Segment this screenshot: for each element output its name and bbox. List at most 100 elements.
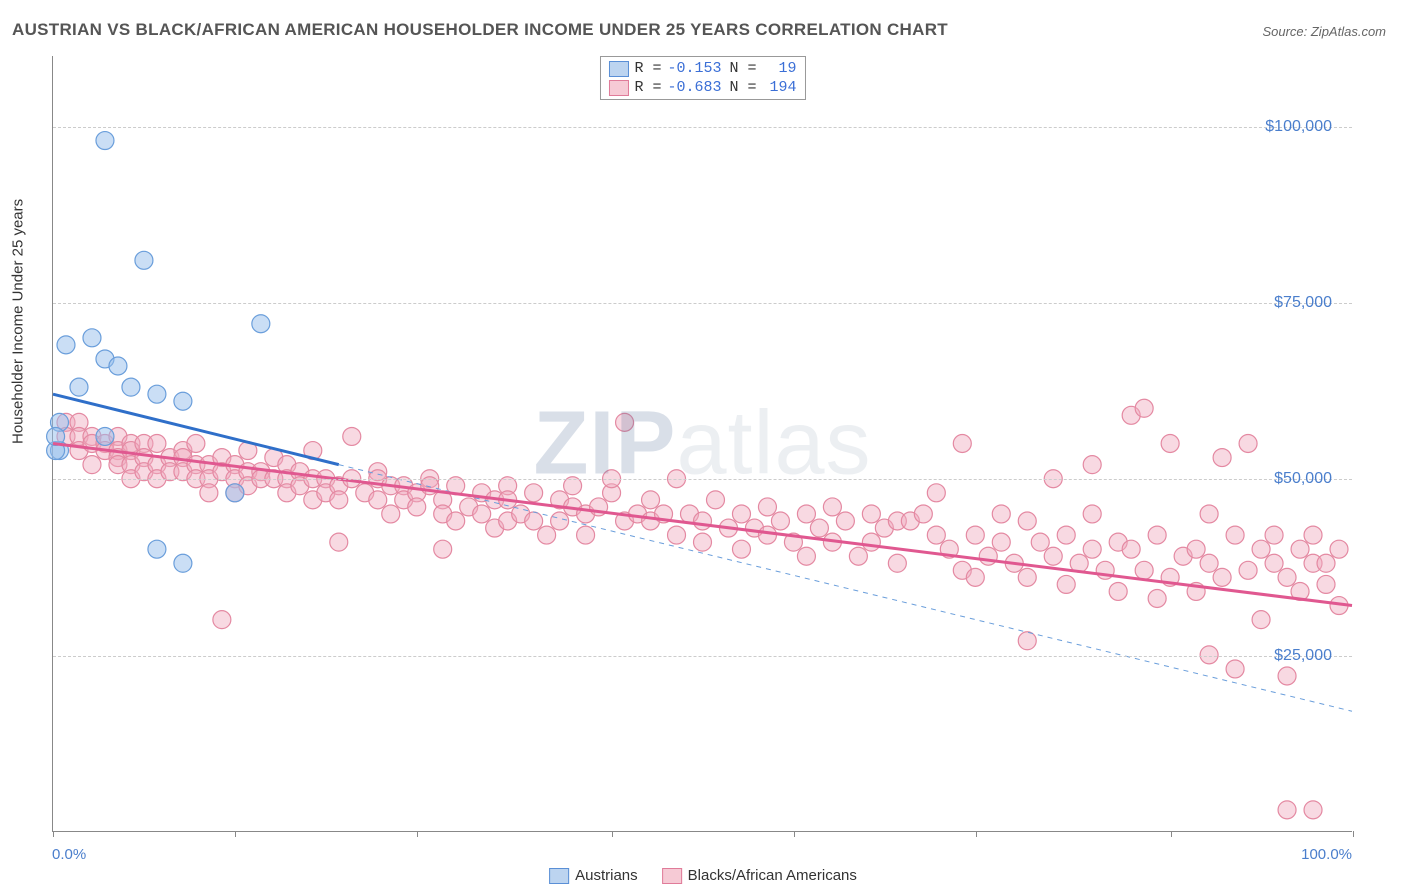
x-axis-start-label: 0.0% [52, 846, 86, 863]
scatter-point [992, 533, 1010, 551]
scatter-point [849, 547, 867, 565]
n-label: N = [730, 79, 757, 96]
legend-row: R = -0.153 N = 19 [608, 59, 796, 78]
scatter-point [979, 547, 997, 565]
chart-title: AUSTRIAN VS BLACK/AFRICAN AMERICAN HOUSE… [12, 20, 948, 40]
scatter-point [252, 315, 270, 333]
y-axis-title: Householder Income Under 25 years [10, 199, 27, 444]
legend-swatch-icon [662, 868, 682, 884]
scatter-point [1109, 582, 1127, 600]
scatter-point [96, 427, 114, 445]
scatter-point [1083, 456, 1101, 474]
n-value: 194 [763, 79, 797, 96]
scatter-point [1213, 449, 1231, 467]
scatter-point [1278, 801, 1296, 819]
scatter-point [1330, 540, 1348, 558]
scatter-point [174, 392, 192, 410]
y-tick-label: $50,000 [1274, 470, 1332, 488]
scatter-point [473, 505, 491, 523]
scatter-point [1018, 632, 1036, 650]
scatter-point [551, 512, 569, 530]
scatter-point [1304, 526, 1322, 544]
scatter-point [330, 533, 348, 551]
scatter-point [1135, 561, 1153, 579]
scatter-point [694, 533, 712, 551]
scatter-point [1239, 561, 1257, 579]
grid-line [53, 303, 1352, 304]
grid-line [53, 479, 1352, 480]
y-tick-label: $25,000 [1274, 647, 1332, 665]
scatter-point [1239, 435, 1257, 453]
scatter-point [200, 484, 218, 502]
r-value: -0.153 [668, 60, 724, 77]
scatter-point [1057, 526, 1075, 544]
scatter-point [927, 484, 945, 502]
scatter-point [109, 357, 127, 375]
scatter-point [888, 554, 906, 572]
scatter-point [83, 456, 101, 474]
r-label: R = [634, 79, 661, 96]
x-tick [612, 831, 613, 837]
scatter-point [135, 251, 153, 269]
x-tick [235, 831, 236, 837]
series-legend: Austrians Blacks/African Americans [549, 867, 857, 884]
scatter-point [1135, 399, 1153, 417]
scatter-point [1226, 660, 1244, 678]
legend-item: Blacks/African Americans [662, 867, 857, 884]
x-axis-end-label: 100.0% [1301, 846, 1352, 863]
scatter-point [96, 132, 114, 150]
scatter-point [70, 378, 88, 396]
x-tick [53, 831, 54, 837]
scatter-point [953, 435, 971, 453]
scatter-point [1278, 568, 1296, 586]
scatter-point [83, 329, 101, 347]
scatter-point [771, 512, 789, 530]
scatter-point [758, 498, 776, 516]
scatter-point [434, 540, 452, 558]
scatter-point [1317, 575, 1335, 593]
legend-swatch-icon [608, 80, 628, 96]
scatter-point [1031, 533, 1049, 551]
x-tick [1353, 831, 1354, 837]
scatter-point [810, 519, 828, 537]
grid-line [53, 656, 1352, 657]
scatter-point [797, 505, 815, 523]
scatter-point [122, 378, 140, 396]
scatter-point [1057, 575, 1075, 593]
scatter-point [642, 491, 660, 509]
scatter-point [1161, 435, 1179, 453]
scatter-point [1083, 540, 1101, 558]
scatter-plot-svg [53, 56, 1352, 831]
grid-line [53, 127, 1352, 128]
scatter-point [1148, 526, 1166, 544]
scatter-point [966, 568, 984, 586]
r-label: R = [634, 60, 661, 77]
scatter-point [706, 491, 724, 509]
scatter-point [343, 427, 361, 445]
scatter-point [668, 526, 686, 544]
scatter-point [1265, 526, 1283, 544]
scatter-point [382, 505, 400, 523]
scatter-point [1304, 801, 1322, 819]
scatter-point [330, 491, 348, 509]
scatter-point [1265, 554, 1283, 572]
scatter-point [1200, 554, 1218, 572]
trend-line [53, 444, 1352, 606]
source-citation: Source: ZipAtlas.com [1262, 24, 1386, 39]
scatter-point [525, 484, 543, 502]
scatter-point [1122, 540, 1140, 558]
x-tick [976, 831, 977, 837]
scatter-point [525, 512, 543, 530]
r-value: -0.683 [668, 79, 724, 96]
y-tick-label: $100,000 [1265, 118, 1332, 136]
scatter-point [213, 611, 231, 629]
correlation-chart: AUSTRIAN VS BLACK/AFRICAN AMERICAN HOUSE… [0, 0, 1406, 892]
n-label: N = [730, 60, 757, 77]
scatter-point [408, 498, 426, 516]
scatter-point [732, 540, 750, 558]
scatter-point [1252, 611, 1270, 629]
legend-swatch-icon [608, 61, 628, 77]
correlation-legend: R = -0.153 N = 19 R = -0.683 N = 194 [599, 56, 805, 100]
scatter-point [447, 512, 465, 530]
scatter-point [1018, 512, 1036, 530]
